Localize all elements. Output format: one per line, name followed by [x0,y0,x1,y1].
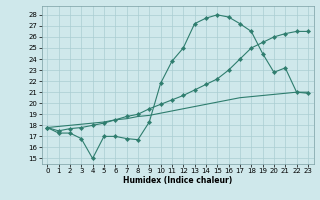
X-axis label: Humidex (Indice chaleur): Humidex (Indice chaleur) [123,176,232,185]
